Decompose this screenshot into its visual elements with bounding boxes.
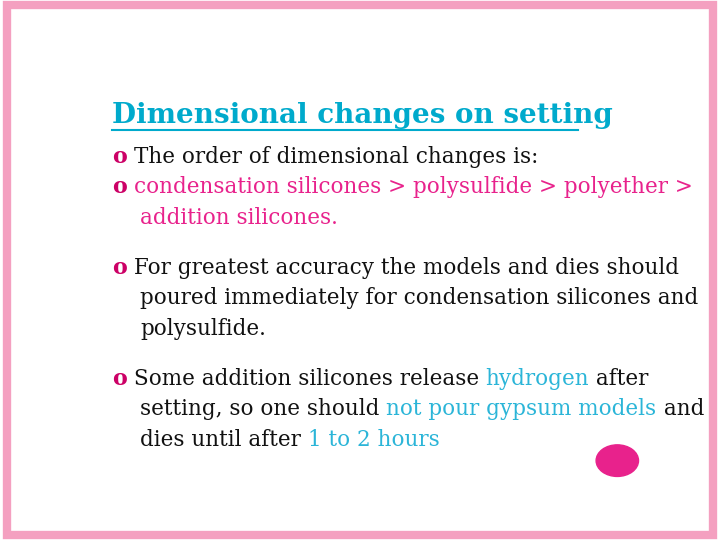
- Text: Dimensional changes on setting: Dimensional changes on setting: [112, 102, 613, 129]
- Text: hydrogen: hydrogen: [485, 368, 589, 390]
- Text: o: o: [112, 176, 127, 198]
- Text: dies until after: dies until after: [140, 429, 308, 450]
- Text: addition silicones.: addition silicones.: [140, 207, 338, 228]
- Text: polysulfide.: polysulfide.: [140, 318, 266, 340]
- Text: setting, so one should: setting, so one should: [140, 399, 387, 420]
- Text: o: o: [112, 146, 127, 168]
- Text: after: after: [589, 368, 649, 390]
- Text: poured immediately for condensation silicones and: poured immediately for condensation sili…: [140, 287, 698, 309]
- Text: condensation silicones > polysulfide > polyether >: condensation silicones > polysulfide > p…: [133, 176, 693, 198]
- Text: o: o: [112, 368, 127, 390]
- Text: o: o: [112, 257, 127, 279]
- Text: not pour gypsum models: not pour gypsum models: [387, 399, 657, 420]
- Circle shape: [596, 445, 639, 476]
- Text: 1 to 2 hours: 1 to 2 hours: [308, 429, 440, 450]
- Text: The order of dimensional changes is:: The order of dimensional changes is:: [133, 146, 538, 168]
- Text: Some addition silicones release: Some addition silicones release: [133, 368, 485, 390]
- Text: For greatest accuracy the models and dies should: For greatest accuracy the models and die…: [133, 257, 678, 279]
- Text: and: and: [657, 399, 704, 420]
